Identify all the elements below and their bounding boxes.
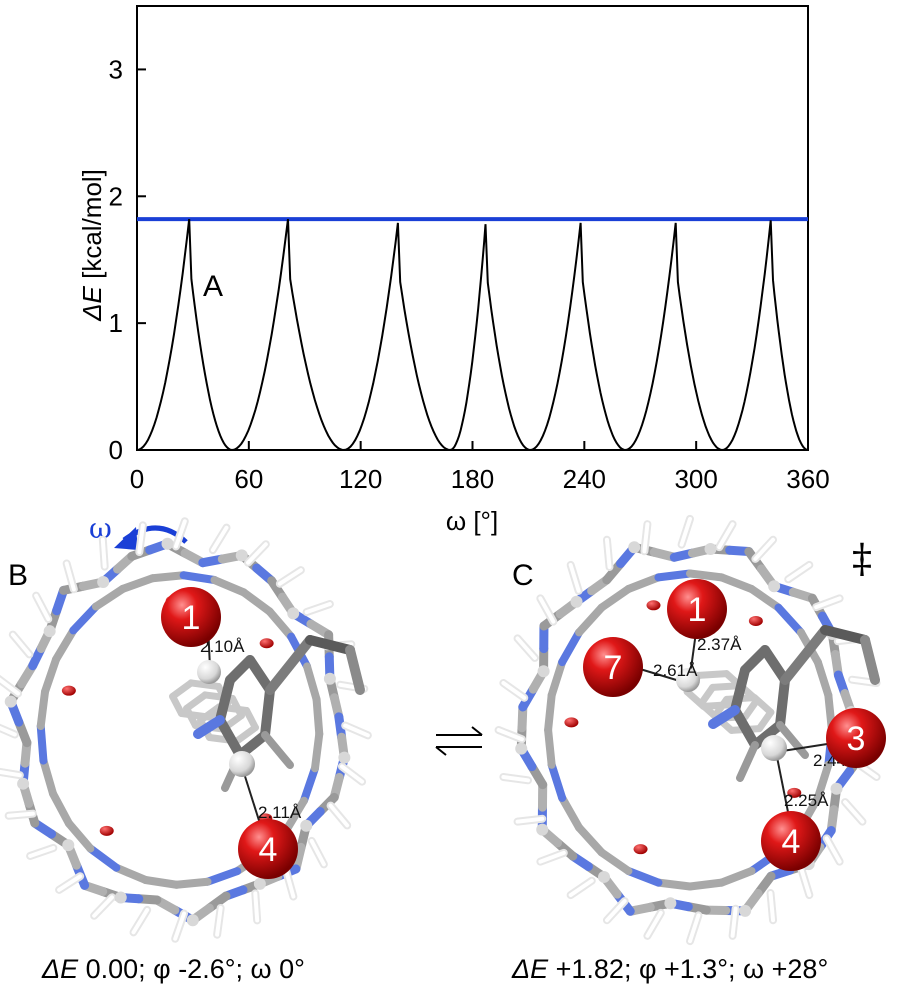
y-axis-label-unit: [kcal/mol] [77, 169, 107, 279]
hydrogen-atom-b-upper [197, 660, 221, 684]
rotation-arrowhead-icon [114, 527, 138, 550]
panel-b-structure: B ω 2.10Å 2.11Å 1 4 ΔE 0.00; φ -2.6°; ω … [0, 512, 372, 984]
y-axis-ticks: 0 1 2 3 [109, 54, 146, 465]
panel-label-a: A [203, 270, 223, 303]
plot-frame [136, 5, 809, 451]
hydrogen-atom-b-lower [229, 751, 255, 777]
svg-text:1: 1 [182, 599, 201, 637]
caption-c-symbol: ΔE [511, 954, 549, 984]
oxygen-atom-c-7: 7 [583, 637, 643, 697]
svg-text:4: 4 [782, 823, 801, 861]
x-tick-label: 240 [563, 464, 606, 494]
hydrogen-atom-c-upper [676, 668, 700, 692]
y-tick-label: 0 [109, 435, 123, 465]
oxygen-atom-c-4: 4 [761, 811, 821, 871]
guest-molecule-b [169, 635, 365, 792]
x-tick-label: 360 [786, 464, 829, 494]
distance-b-1: 2.10Å [200, 637, 245, 656]
distance-c-1: 2.37Å [697, 635, 742, 654]
panel-label-c: C [512, 559, 534, 592]
series-energy-profile [136, 218, 809, 452]
x-axis-ticks: 0 60 120 180 240 300 360 [130, 441, 830, 494]
y-tick-label: 1 [109, 308, 123, 338]
panel-c-structure: C ‡ 2.37Å 2.61Å 2.44Å 2.25Å 1 7 3 4 ΔE + [494, 514, 886, 984]
caption-b: ΔE 0.00; φ -2.6°; ω 0° [41, 954, 305, 984]
x-tick-label: 0 [130, 464, 144, 494]
y-tick-label: 3 [109, 54, 123, 84]
panel-label-b: B [8, 559, 28, 592]
rotation-omega-label: ω [89, 512, 112, 545]
svg-text:7: 7 [604, 649, 623, 687]
svg-text:1: 1 [688, 591, 707, 629]
energy-profile-chart: 0 60 120 180 240 300 360 0 1 2 3 A ω [°] ΔE [kcal… [77, 5, 830, 536]
hydrogen-atom-c-lower [761, 735, 787, 761]
macrocycle-ring-b [0, 517, 372, 943]
distance-b-2: 2.11Å [258, 803, 302, 822]
x-tick-label: 120 [339, 464, 382, 494]
y-axis-label-symbol: ΔE [77, 285, 107, 321]
equilibrium-arrows-icon [435, 726, 483, 756]
distance-c-2: 2.61Å [653, 661, 698, 680]
guest-molecule-c [683, 625, 880, 782]
y-tick-label: 2 [109, 181, 123, 211]
oxygen-atom-b-4: 4 [238, 819, 298, 879]
caption-b-text: 0.00; φ -2.6°; ω 0° [78, 954, 305, 984]
x-axis-label: ω [°] [446, 506, 498, 536]
y-axis-label: ΔE [kcal/mol] [77, 169, 107, 322]
oxygen-atom-b-1: 1 [161, 587, 221, 647]
svg-text:3: 3 [847, 720, 866, 758]
caption-c: ΔE +1.82; φ +1.3°; ω +28° [511, 954, 828, 984]
macrocycle-ring-c [494, 514, 886, 946]
svg-text:4: 4 [259, 831, 278, 869]
transition-state-symbol: ‡ [852, 536, 872, 582]
oxygen-atom-c-1: 1 [667, 579, 727, 639]
caption-b-symbol: ΔE [41, 954, 79, 984]
x-tick-label: 60 [234, 464, 263, 494]
oxygen-atom-c-3: 3 [826, 708, 886, 768]
caption-c-text: +1.82; φ +1.3°; ω +28° [548, 954, 828, 984]
x-tick-label: 300 [674, 464, 717, 494]
distance-c-4: 2.25Å [784, 791, 829, 810]
x-tick-label: 180 [451, 464, 494, 494]
